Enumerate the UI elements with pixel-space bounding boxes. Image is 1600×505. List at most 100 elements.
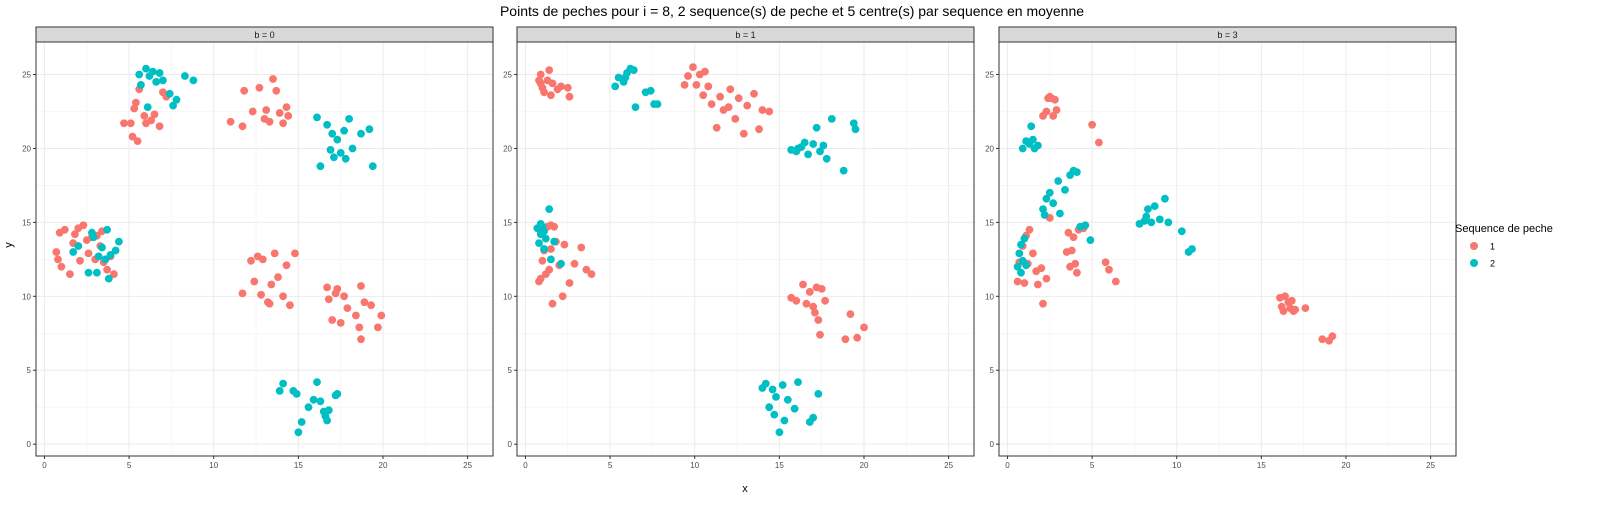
data-point-seq-1 bbox=[1047, 94, 1056, 103]
data-point-seq-2 bbox=[1144, 205, 1152, 214]
data-point-seq-1 bbox=[540, 88, 548, 97]
data-point-seq-2 bbox=[137, 81, 145, 89]
x-tick-label: 25 bbox=[1426, 461, 1435, 470]
data-point-seq-2 bbox=[275, 387, 284, 395]
data-point-seq-1 bbox=[1037, 264, 1046, 273]
data-point-seq-2 bbox=[778, 381, 787, 389]
data-point-seq-2 bbox=[535, 239, 543, 248]
data-point-seq-1 bbox=[689, 63, 697, 71]
data-point-seq-2 bbox=[341, 154, 350, 163]
data-point-seq-2 bbox=[145, 72, 154, 80]
data-point-seq-2 bbox=[313, 113, 321, 122]
data-point-seq-2 bbox=[1029, 135, 1037, 144]
data-point-seq-1 bbox=[248, 107, 257, 116]
data-point-seq-1 bbox=[565, 279, 574, 287]
data-point-seq-2 bbox=[1054, 177, 1063, 185]
y-tick-label: 0 bbox=[27, 440, 32, 449]
data-point-seq-1 bbox=[1034, 280, 1042, 289]
data-point-seq-2 bbox=[646, 86, 655, 95]
data-point-seq-2 bbox=[69, 248, 78, 256]
data-point-seq-1 bbox=[257, 290, 265, 299]
data-point-seq-1 bbox=[275, 109, 284, 117]
facet-panel: b = 3 0 5 10 15 20 25 0 5 10 15 20 25 bbox=[985, 26, 1457, 470]
y-axis-label: y bbox=[3, 242, 15, 248]
data-point-seq-2 bbox=[1073, 168, 1081, 177]
data-point-seq-1 bbox=[267, 280, 276, 289]
data-point-seq-1 bbox=[536, 70, 545, 79]
data-point-seq-2 bbox=[611, 82, 620, 91]
data-point-seq-1 bbox=[536, 274, 545, 283]
data-point-seq-1 bbox=[860, 323, 868, 332]
data-point-seq-1 bbox=[238, 289, 247, 298]
data-point-seq-1 bbox=[155, 122, 164, 131]
data-point-seq-1 bbox=[1020, 279, 1029, 287]
y-tick-label: 25 bbox=[503, 71, 512, 80]
data-point-seq-1 bbox=[54, 255, 62, 264]
data-point-seq-2 bbox=[365, 125, 374, 134]
data-point-seq-2 bbox=[1150, 202, 1159, 211]
data-point-seq-2 bbox=[1177, 227, 1186, 236]
data-point-seq-2 bbox=[1147, 218, 1156, 227]
data-point-seq-2 bbox=[104, 274, 113, 283]
data-point-seq-1 bbox=[1281, 292, 1289, 301]
data-point-seq-1 bbox=[570, 259, 579, 268]
y-tick-label: 20 bbox=[503, 144, 512, 153]
data-point-seq-2 bbox=[165, 89, 174, 98]
y-tick-label: 5 bbox=[27, 366, 32, 375]
x-tick-label: 5 bbox=[127, 461, 132, 470]
x-tick-label: 20 bbox=[860, 461, 869, 470]
y-tick-label: 15 bbox=[985, 218, 994, 227]
data-point-seq-2 bbox=[304, 403, 313, 412]
data-point-seq-1 bbox=[103, 265, 111, 274]
data-point-seq-1 bbox=[739, 129, 748, 138]
data-point-seq-1 bbox=[758, 106, 767, 114]
legend-label-1: 1 bbox=[1490, 242, 1495, 252]
x-tick-label: 10 bbox=[1172, 461, 1181, 470]
data-point-seq-1 bbox=[821, 296, 829, 305]
data-point-seq-2 bbox=[1015, 249, 1024, 258]
data-point-seq-2 bbox=[1086, 236, 1095, 245]
data-point-seq-1 bbox=[260, 115, 269, 123]
y-tick-label: 0 bbox=[990, 440, 995, 449]
data-point-seq-2 bbox=[316, 397, 325, 406]
data-point-seq-2 bbox=[809, 413, 818, 422]
data-point-seq-2 bbox=[324, 406, 333, 415]
x-tick-label: 0 bbox=[1005, 461, 1010, 470]
data-point-seq-1 bbox=[811, 308, 819, 317]
data-point-seq-2 bbox=[1042, 194, 1051, 203]
data-point-seq-1 bbox=[262, 106, 271, 114]
data-point-seq-1 bbox=[240, 86, 249, 95]
y-tick-label: 15 bbox=[503, 218, 512, 227]
data-point-seq-2 bbox=[1081, 221, 1090, 230]
data-point-seq-2 bbox=[770, 410, 779, 419]
data-point-seq-1 bbox=[814, 316, 823, 324]
data-point-seq-1 bbox=[355, 323, 364, 332]
data-point-seq-1 bbox=[547, 245, 555, 253]
data-point-seq-1 bbox=[340, 292, 348, 301]
data-point-seq-1 bbox=[545, 66, 554, 74]
data-point-seq-2 bbox=[621, 73, 630, 82]
data-point-seq-2 bbox=[89, 233, 98, 242]
data-point-seq-1 bbox=[792, 296, 801, 305]
data-point-seq-2 bbox=[1188, 245, 1196, 253]
y-tick-label: 20 bbox=[22, 144, 31, 153]
data-point-seq-1 bbox=[684, 72, 692, 80]
x-tick-label: 25 bbox=[463, 461, 472, 470]
data-point-seq-1 bbox=[743, 101, 752, 110]
data-point-seq-1 bbox=[255, 83, 264, 92]
data-point-seq-1 bbox=[1111, 277, 1120, 286]
data-point-seq-1 bbox=[367, 301, 375, 310]
data-point-seq-2 bbox=[111, 246, 120, 255]
data-point-seq-1 bbox=[841, 335, 850, 344]
y-tick-label: 20 bbox=[985, 144, 994, 153]
data-point-seq-1 bbox=[809, 302, 818, 311]
data-point-seq-2 bbox=[1142, 212, 1151, 221]
data-point-seq-2 bbox=[323, 120, 331, 129]
data-point-seq-1 bbox=[734, 94, 743, 103]
data-point-seq-2 bbox=[74, 242, 83, 250]
data-point-seq-2 bbox=[540, 227, 548, 236]
data-point-seq-2 bbox=[328, 129, 337, 138]
data-point-seq-2 bbox=[653, 100, 662, 108]
data-point-seq-2 bbox=[169, 101, 178, 110]
data-point-seq-1 bbox=[71, 230, 79, 239]
